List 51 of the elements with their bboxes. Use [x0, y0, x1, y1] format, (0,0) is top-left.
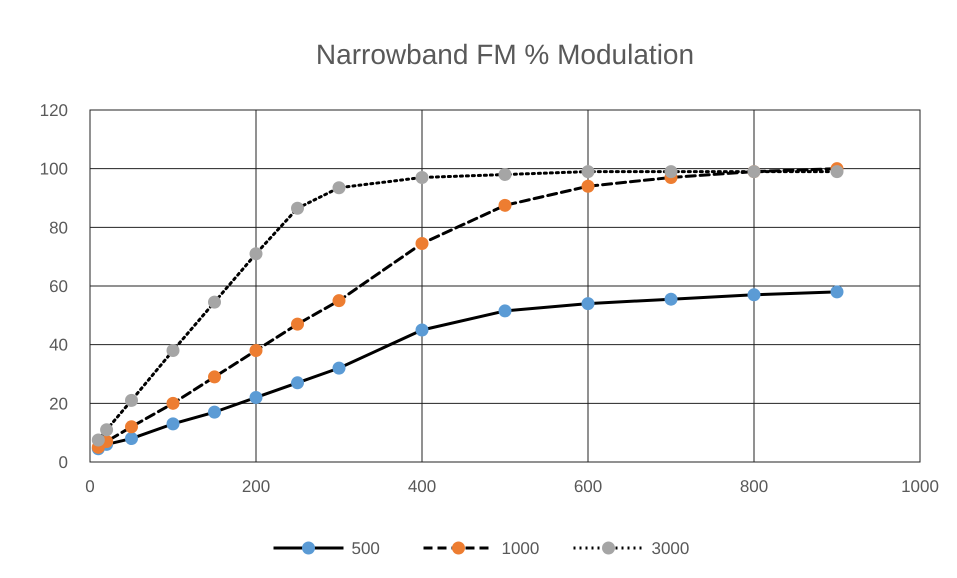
point: [582, 165, 594, 178]
point: [250, 390, 262, 404]
point: [291, 202, 304, 215]
x-tick-label: 600: [574, 477, 602, 496]
y-tick-label: 0: [58, 452, 68, 472]
point: [208, 406, 221, 419]
legend-label: 500: [352, 538, 380, 558]
x-tick-label: 1000: [901, 477, 939, 496]
point: [166, 396, 180, 410]
point: [582, 297, 594, 310]
legend-label: 3000: [652, 538, 690, 558]
point: [830, 165, 844, 178]
point: [830, 285, 844, 298]
point: [498, 168, 512, 182]
x-tick-label: 400: [408, 477, 436, 496]
point: [416, 170, 428, 184]
x-tick-label: 0: [85, 477, 95, 496]
y-tick-label: 80: [49, 218, 68, 238]
y-tick-label: 100: [40, 160, 68, 179]
point: [250, 247, 262, 260]
x-tick-label: 800: [740, 477, 768, 496]
point: [92, 434, 105, 446]
point: [291, 318, 304, 331]
point: [664, 292, 678, 306]
point: [332, 294, 346, 308]
y-tick-label: 40: [49, 336, 68, 355]
point: [250, 344, 262, 358]
point: [208, 296, 221, 309]
point: [498, 198, 512, 212]
point: [332, 362, 346, 375]
point: [582, 180, 594, 193]
point: [664, 165, 678, 178]
point: [291, 376, 304, 390]
point: [125, 420, 138, 434]
point: [208, 370, 221, 384]
chart-title: Narrowband FM % Modulation: [316, 39, 694, 70]
point: [748, 288, 760, 302]
y-tick-label: 120: [40, 100, 68, 120]
point: [166, 417, 180, 430]
point: [166, 344, 180, 358]
x-tick-label: 200: [242, 477, 270, 496]
point: [498, 304, 512, 318]
point: [125, 394, 138, 407]
point: [100, 423, 114, 436]
y-tick-label: 60: [49, 276, 68, 296]
point: [125, 432, 138, 446]
point: [416, 324, 428, 336]
y-tick-label: 20: [49, 394, 68, 414]
point: [332, 181, 346, 194]
point: [416, 236, 428, 250]
legend-label: 1000: [502, 538, 540, 558]
